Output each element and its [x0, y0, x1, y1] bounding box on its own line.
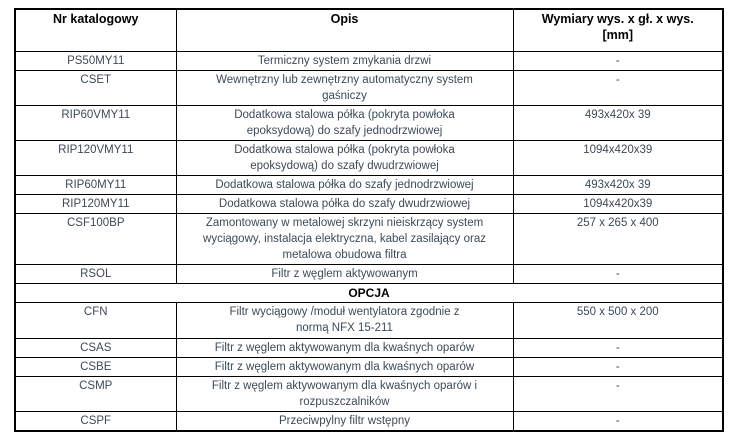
cell-desc: Wewnętrzny lub zewnętrzny automatyczny s… [175, 69, 514, 106]
cell-desc: Filtr z węglem aktywowanym [175, 263, 514, 284]
table-row: CSAS Filtr z węglem aktywowanym dla kwaś… [14, 337, 724, 358]
table-row: CSET Wewnętrzny lub zewnętrzny automatyc… [14, 69, 724, 106]
cell-code: CSAS [14, 337, 177, 358]
cell-desc: Dodatkowa stalowa półka (pokryta powłoka… [175, 139, 514, 176]
table-row: RSOL Filtr z węglem aktywowanym - [14, 263, 724, 284]
cell-code: CSBE [14, 356, 177, 377]
cell-dim: - [512, 375, 724, 412]
cell-code: CSMP [14, 375, 177, 412]
cell-dim: 1094x420x39 [512, 193, 724, 214]
cell-code: RIP120VMY11 [14, 139, 177, 176]
cell-desc: Filtr z węglem aktywowanym dla kwaśnych … [175, 356, 514, 377]
cell-desc: Przeciwpylny filtr wstępny [175, 410, 514, 431]
header-description: Opis [175, 8, 514, 52]
cell-desc: Filtr wyciągowy /moduł wentylatora zgodn… [175, 301, 514, 339]
cell-code: CSET [14, 69, 177, 106]
cell-desc: Filtr z węglem aktywowanym dla kwaśnych … [175, 337, 514, 358]
cell-desc: Dodatkowa stalowa półka do szafy jednodr… [175, 174, 514, 195]
cell-desc: Termiczny system zmykania drzwi [175, 50, 514, 71]
table-row: RIP60MY11 Dodatkowa stalowa półka do sza… [14, 174, 724, 195]
table-row: RIP60VMY11 Dodatkowa stalowa półka (pokr… [14, 104, 724, 141]
cell-desc: Filtr z węglem aktywowanym dla kwaśnych … [175, 375, 514, 412]
header-catalog-number: Nr katalogowy [14, 8, 177, 52]
section-label: OPCJA [14, 282, 724, 303]
cell-desc: Zamontowany w metalowej skrzyni nieiskrz… [175, 212, 514, 265]
table-row: CSMP Filtr z węglem aktywowanym dla kwaś… [14, 375, 724, 412]
cell-dim: - [512, 50, 724, 71]
cell-desc: Dodatkowa stalowa półka (pokryta powłoka… [175, 104, 514, 141]
product-table: Nr katalogowy Opis Wymiary wys. x gł. x … [14, 8, 724, 432]
table-row: CFN Filtr wyciągowy /moduł wentylatora z… [14, 301, 724, 339]
cell-code: CSPF [14, 410, 177, 431]
cell-dim: 1094x420x39 [512, 139, 724, 176]
table-header-row: Nr katalogowy Opis Wymiary wys. x gł. x … [14, 8, 724, 52]
cell-dim: - [512, 337, 724, 358]
cell-code: RSOL [14, 263, 177, 284]
table-row: CSF100BP Zamontowany w metalowej skrzyni… [14, 212, 724, 265]
header-dimensions: Wymiary wys. x gł. x wys. [mm] [512, 8, 724, 52]
cell-code: RIP120MY11 [14, 193, 177, 214]
table-row: RIP120MY11 Dodatkowa stalowa półka do sz… [14, 193, 724, 214]
cell-dim: 493x420x 39 [512, 104, 724, 141]
table-row: PS50MY11 Termiczny system zmykania drzwi… [14, 50, 724, 71]
section-row-opcja: OPCJA [14, 282, 724, 303]
table-row: RIP120VMY11 Dodatkowa stalowa półka (pok… [14, 139, 724, 176]
cell-dim: - [512, 263, 724, 284]
cell-dim: 550 x 500 x 200 [512, 301, 724, 339]
cell-dim: 493x420x 39 [512, 174, 724, 195]
cell-code: RIP60VMY11 [14, 104, 177, 141]
cell-dim: - [512, 69, 724, 106]
cell-code: CSF100BP [14, 212, 177, 265]
cell-desc: Dodatkowa stalowa półka do szafy dwudrzw… [175, 193, 514, 214]
table-row: CSBE Filtr z węglem aktywowanym dla kwaś… [14, 356, 724, 377]
cell-dim: 257 x 265 x 400 [512, 212, 724, 265]
cell-code: RIP60MY11 [14, 174, 177, 195]
cell-dim: - [512, 356, 724, 377]
cell-dim: - [512, 410, 724, 431]
table-row: CSPF Przeciwpylny filtr wstępny - [14, 410, 724, 431]
cell-code: CFN [14, 301, 177, 339]
cell-code: PS50MY11 [14, 50, 177, 71]
